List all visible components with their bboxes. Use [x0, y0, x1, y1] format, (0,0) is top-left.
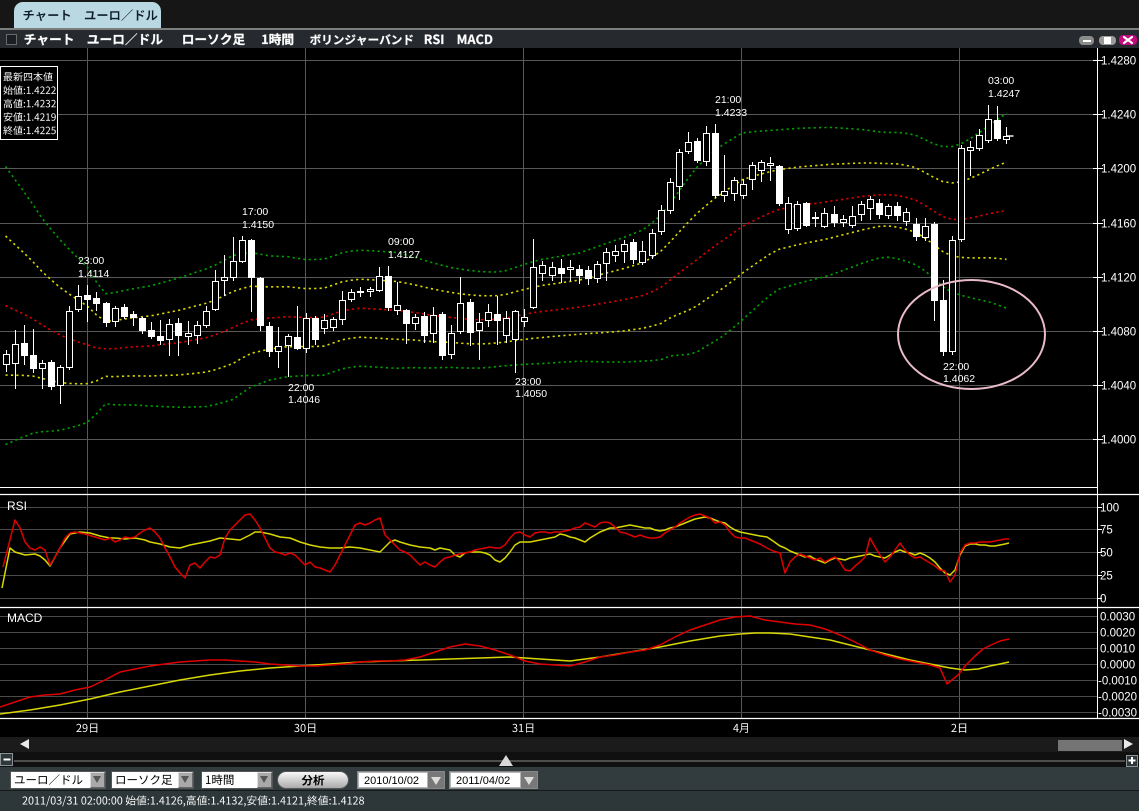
svg-text:1.4200: 1.4200 [1101, 164, 1136, 176]
svg-text:23:00: 23:00 [78, 255, 104, 267]
svg-text:22:00: 22:00 [288, 382, 314, 394]
svg-text:1.4240: 1.4240 [1101, 110, 1136, 122]
svg-text:1.4280: 1.4280 [1101, 56, 1136, 68]
svg-text:21:00: 21:00 [715, 94, 741, 106]
svg-text:1.4080: 1.4080 [1101, 327, 1136, 339]
svg-text:0.0020: 0.0020 [1100, 628, 1135, 640]
svg-text:0.0000: 0.0000 [1100, 660, 1135, 672]
svg-text:50: 50 [1100, 548, 1113, 560]
svg-text:17:00: 17:00 [242, 206, 268, 218]
svg-text:1.4127: 1.4127 [388, 249, 420, 261]
svg-text:-0.0010: -0.0010 [1098, 676, 1137, 688]
svg-text:1.4247: 1.4247 [988, 88, 1020, 100]
svg-text:0.0030: 0.0030 [1100, 612, 1135, 624]
svg-text:1.4050: 1.4050 [515, 388, 547, 400]
svg-text:1.4160: 1.4160 [1101, 219, 1136, 231]
svg-text:03:00: 03:00 [988, 75, 1014, 87]
svg-text:23:00: 23:00 [515, 376, 541, 388]
svg-text:25: 25 [1100, 571, 1113, 583]
svg-text:MACD: MACD [7, 611, 43, 625]
svg-text:-0.0030: -0.0030 [1098, 708, 1137, 720]
svg-text:1.4233: 1.4233 [715, 107, 747, 119]
svg-text:75: 75 [1100, 525, 1113, 537]
svg-text:-0.0020: -0.0020 [1098, 692, 1137, 704]
svg-text:1.4040: 1.4040 [1101, 381, 1136, 393]
svg-text:1.4150: 1.4150 [242, 219, 274, 231]
svg-text:22:00: 22:00 [943, 361, 969, 373]
svg-text:1.4046: 1.4046 [288, 394, 320, 406]
svg-text:RSI: RSI [7, 499, 27, 513]
svg-text:0.0010: 0.0010 [1100, 644, 1135, 656]
svg-text:1.4000: 1.4000 [1101, 435, 1136, 447]
svg-text:1.4120: 1.4120 [1101, 273, 1136, 285]
svg-text:0: 0 [1100, 594, 1106, 606]
svg-text:100: 100 [1100, 503, 1119, 515]
svg-text:1.4114: 1.4114 [78, 268, 109, 280]
svg-text:1.4062: 1.4062 [943, 373, 975, 385]
svg-text:09:00: 09:00 [388, 236, 414, 248]
